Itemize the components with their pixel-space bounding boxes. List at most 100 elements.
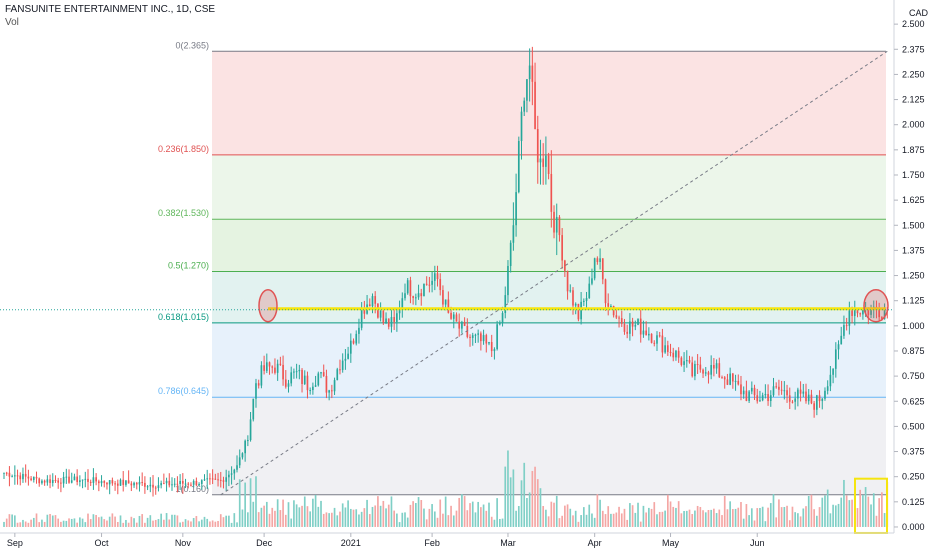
candle-body <box>35 476 38 479</box>
volume-bar <box>683 510 685 527</box>
candle-body <box>127 480 130 484</box>
volume-bar <box>772 494 775 527</box>
volume-bar <box>550 501 553 527</box>
volume-bar <box>572 515 574 527</box>
candle-body <box>11 476 13 478</box>
candle-body <box>461 321 463 329</box>
volume-bar <box>588 504 591 527</box>
candle-body <box>574 303 577 306</box>
volume-bar <box>650 508 653 527</box>
volume-bar <box>509 477 512 527</box>
candle-body <box>458 321 461 329</box>
volume-bar <box>501 518 504 527</box>
volume-bar <box>8 514 11 527</box>
volume-bar <box>133 518 135 527</box>
volume-bar <box>385 508 387 527</box>
volume-bar <box>531 470 534 527</box>
candle-body <box>43 480 46 483</box>
y-tick-label: 0.750 <box>902 371 925 381</box>
candle-body <box>694 364 696 377</box>
candle-body <box>287 383 290 387</box>
candle-body <box>249 419 252 441</box>
volume-bar <box>349 508 352 527</box>
candle-body <box>772 386 775 396</box>
candle-body <box>612 305 615 316</box>
volume-bar <box>778 499 780 527</box>
candle-body <box>883 309 886 319</box>
candle-body <box>241 453 244 458</box>
volume-bar <box>298 507 301 527</box>
volume-bar <box>780 507 783 527</box>
volume-bar <box>867 496 870 527</box>
candle-body <box>290 372 293 384</box>
drawing-overlays[interactable] <box>0 50 894 534</box>
y-tick-label: 1.500 <box>902 220 925 230</box>
candle-body <box>593 258 596 279</box>
candle-body <box>618 317 620 319</box>
candle-body <box>444 299 447 305</box>
volume-bar <box>805 506 807 527</box>
symbol-title[interactable]: FANSUNITE ENTERTAINMENT INC., 1D, CSE <box>5 4 216 15</box>
volume-bar <box>54 515 57 527</box>
candle-body <box>645 330 647 336</box>
volume-bar <box>46 514 49 527</box>
volume-bar <box>238 479 241 527</box>
volume-bar <box>396 513 398 527</box>
volume-bar <box>209 521 211 527</box>
candle-body <box>8 472 11 477</box>
volume-bar <box>837 503 840 527</box>
volume-bar <box>862 494 864 527</box>
candle-body <box>114 483 116 485</box>
volume-bar <box>834 505 837 527</box>
fib-label: 0.786(0.645) <box>158 386 209 396</box>
volume-bar <box>482 504 485 527</box>
candle-body <box>106 482 108 485</box>
candle-body <box>79 480 81 483</box>
y-tick-label: 1.875 <box>902 145 925 155</box>
volume-bar <box>688 509 691 527</box>
volume-bar <box>268 513 271 527</box>
y-tick-label: 0.375 <box>902 447 925 457</box>
volume-bar <box>713 508 715 527</box>
volume-bar <box>433 511 436 527</box>
volume-bar <box>721 515 723 527</box>
volume-bar <box>279 510 282 527</box>
candle-body <box>282 364 284 380</box>
candle-body <box>688 360 691 363</box>
candle-body <box>474 334 477 336</box>
candle-body <box>57 480 60 483</box>
volume-bar <box>125 519 127 527</box>
volume-bar <box>672 506 675 527</box>
candle-body <box>512 225 515 243</box>
volume-bar <box>290 518 293 527</box>
candle-body <box>759 400 761 402</box>
volume-bar <box>848 500 851 527</box>
volume-bar <box>732 509 734 527</box>
volume-bar <box>591 513 593 527</box>
y-tick-label: 2.000 <box>902 120 925 130</box>
volume-bar <box>51 515 54 527</box>
candle-body <box>341 360 344 370</box>
volume-bar <box>474 512 477 527</box>
volume-label[interactable]: Vol <box>5 17 19 28</box>
candle-body <box>198 483 200 486</box>
volume-bar <box>32 517 35 527</box>
candle-body <box>163 483 165 485</box>
candle-body <box>276 363 279 373</box>
volume-bar <box>471 501 474 527</box>
candle-body <box>309 390 312 392</box>
candle-body <box>130 483 133 486</box>
candle-body <box>509 242 512 266</box>
candle-body <box>65 476 68 478</box>
volume-bar <box>374 505 377 527</box>
volume-bar <box>878 498 881 527</box>
candle-body <box>192 480 195 485</box>
candle-body <box>677 350 680 358</box>
volume-bar <box>257 512 260 527</box>
candle-body <box>433 273 436 281</box>
candle-body <box>279 363 282 365</box>
volume-bar <box>431 504 433 527</box>
volume-bar <box>599 499 601 527</box>
volume-bar <box>398 522 401 527</box>
